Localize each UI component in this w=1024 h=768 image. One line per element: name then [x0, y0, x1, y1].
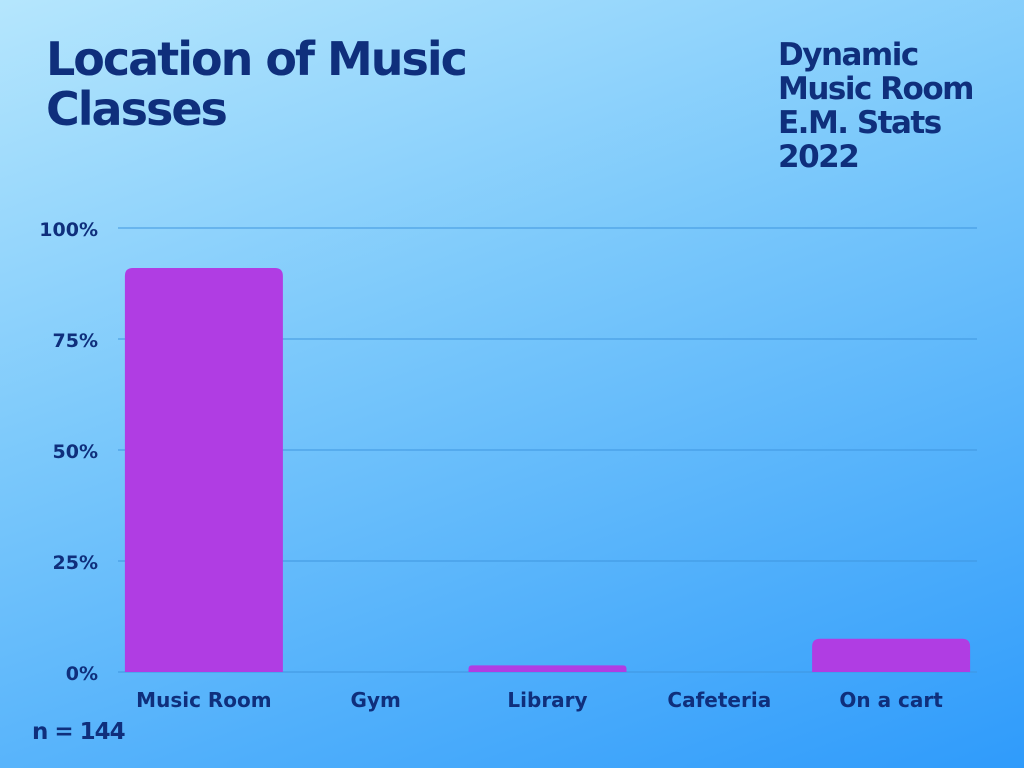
bar [812, 638, 971, 672]
chart-title: Location of Music Classes [46, 32, 468, 136]
y-tick-label: 100% [39, 219, 98, 241]
y-tick-label: 75% [53, 330, 98, 352]
y-tick-label: 0% [66, 663, 98, 685]
x-tick-label: Music Room [136, 688, 271, 712]
corner-line-4: 2022 [778, 139, 860, 175]
x-tick-label: Library [507, 688, 587, 712]
sample-size-note: n = 144 [32, 719, 126, 745]
x-tick-label: On a cart [839, 688, 943, 712]
y-tick-label: 25% [53, 552, 98, 574]
x-tick-label: Gym [351, 688, 401, 712]
bar [468, 665, 627, 672]
corner-line-3: E.M. Stats [778, 105, 942, 141]
x-tick-label: Cafeteria [667, 688, 771, 712]
corner-line-2: Music Room [778, 71, 974, 107]
corner-line-1: Dynamic [778, 37, 919, 73]
bar [124, 267, 283, 672]
corner-label: Dynamic Music Room E.M. Stats 2022 [778, 38, 1018, 174]
y-tick-label: 50% [53, 441, 98, 463]
